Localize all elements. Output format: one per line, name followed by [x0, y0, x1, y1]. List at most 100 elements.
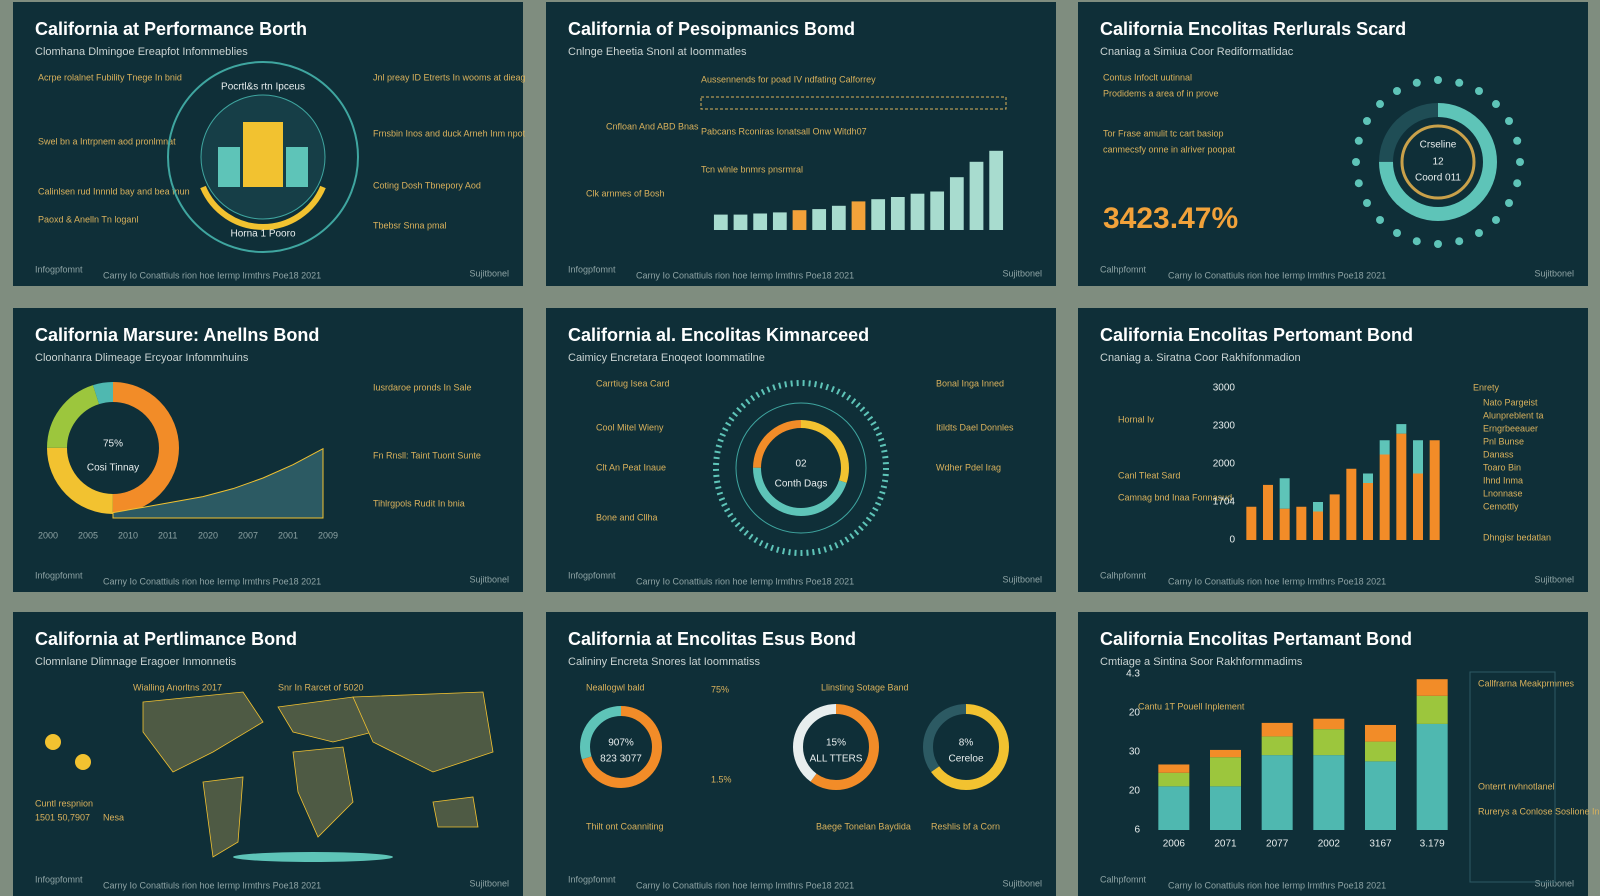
- note: Llinsting Sotage Band: [821, 682, 909, 692]
- note: Bone and Cllha: [596, 512, 658, 522]
- bar-segment: [1279, 478, 1290, 509]
- donut-segment: [753, 420, 849, 516]
- mid-ring: [735, 402, 867, 534]
- note: Lnonnase: [1483, 488, 1523, 498]
- x-label: 2020: [198, 530, 218, 540]
- x-label: 2007: [238, 530, 258, 540]
- panel-title: California at Performance Borth: [35, 19, 307, 39]
- center-value: 02: [795, 459, 807, 470]
- footer-right: Sujitbonel: [1002, 878, 1042, 888]
- center-sub: Coord 011: [1415, 173, 1461, 184]
- arc: [200, 185, 326, 230]
- panel-title: California Encolitas Pertomant Bond: [1100, 325, 1413, 345]
- donut-label: 907%: [608, 738, 634, 749]
- dot: [1516, 158, 1524, 166]
- bar-segment: [1158, 772, 1190, 787]
- note: Erngrbeeauer: [1483, 423, 1538, 433]
- note: 1501 50,7907: [35, 812, 90, 822]
- bar: [969, 161, 984, 230]
- donut-segment: [793, 704, 879, 790]
- note: Rurerys a Conlose Soslione Inpgnts: [1478, 806, 1600, 816]
- footer-left: Calhpfomnt: [1100, 570, 1147, 580]
- bar-segment: [1210, 757, 1241, 787]
- footer-left: Infogpfomnt: [568, 264, 616, 274]
- panel-title: California at Pertlimance Bond: [35, 629, 297, 649]
- footer-center: Carny Io Conattiuls rion hoe Iermp lrmth…: [636, 576, 854, 586]
- panel-subtitle: Clomhana Dlmingoe Ereapfot Infommeblies: [35, 46, 248, 58]
- x-label: 2011: [158, 530, 177, 540]
- footer-left: Infogpfomnt: [568, 570, 616, 580]
- note: Reshlis bf a Corn: [931, 821, 1000, 831]
- footer-right: Sujitbonel: [1534, 878, 1574, 888]
- dot: [1393, 229, 1401, 238]
- bar-segment: [1329, 494, 1340, 540]
- bar: [831, 205, 846, 230]
- center-value: 75%: [103, 439, 123, 450]
- donut-segment: [753, 420, 849, 516]
- panel-background: [546, 308, 1056, 592]
- bar-segment: [1313, 755, 1345, 830]
- center-sub: Conth Dags: [775, 479, 828, 490]
- ring-inner: [1400, 124, 1476, 200]
- note: Cantu 1T Pouell Inplement: [1138, 701, 1245, 711]
- panel-background: [1078, 308, 1588, 592]
- continent: [292, 746, 354, 838]
- dot: [1354, 179, 1363, 188]
- y-label: 3000: [1213, 383, 1236, 394]
- continent: [352, 691, 494, 773]
- footer-left: Infogpfomnt: [35, 874, 83, 884]
- x-label: 2002: [1318, 839, 1341, 850]
- bar: [753, 213, 768, 230]
- bar-segment: [1261, 736, 1293, 756]
- footer-right: Sujitbonel: [1002, 268, 1042, 278]
- note: Swel bn a Intrpnem aod pronlmnat: [38, 136, 176, 146]
- dot: [1475, 86, 1483, 95]
- ring-text: Horna 1 Pooro: [230, 229, 295, 240]
- building: [286, 147, 308, 187]
- dot: [1434, 240, 1442, 248]
- note: Canl Tleat Sard: [1118, 470, 1180, 480]
- note: Tcn wlnle bnmrs pnsrmral: [701, 164, 803, 174]
- note: Tihlrgpols Rudit In bnia: [373, 498, 465, 508]
- bar-segment: [1313, 718, 1345, 730]
- note: Tor Frase amulit tc cart basiop: [1103, 128, 1224, 138]
- x-label: 2009: [318, 530, 338, 540]
- bar-segment: [1379, 440, 1390, 455]
- building: [243, 122, 283, 187]
- bar-segment: [1396, 433, 1407, 540]
- dot: [1455, 237, 1464, 246]
- note: Ihnd Inma: [1483, 475, 1523, 485]
- panel-subtitle: Cloonhanra Dlimeage Ercyoar Infommhuins: [35, 352, 249, 364]
- bar: [871, 199, 886, 230]
- note: Alunpreblent ta: [1483, 410, 1544, 420]
- bar-segment: [1296, 506, 1307, 540]
- note: Itildts Dael Donnles: [936, 422, 1014, 432]
- building: [218, 147, 240, 187]
- panel-subtitle: Cnaniag a. Siratna Coor Rakhifonmadion: [1100, 352, 1301, 364]
- dot: [1455, 78, 1464, 87]
- note: Calinlsen rud Innnld bay and bea fnun: [38, 186, 190, 196]
- ring: [167, 61, 359, 253]
- continent: [142, 691, 264, 773]
- bar: [930, 191, 945, 230]
- dot: [1491, 100, 1500, 109]
- center-value: 12: [1432, 157, 1444, 168]
- bar: [851, 201, 866, 230]
- bar-segment: [1263, 484, 1273, 540]
- bar: [989, 150, 1004, 230]
- panel: California Marsure: Anellns Bond Cloonhan…: [13, 308, 523, 592]
- note: Cuntl respnion: [35, 798, 93, 808]
- note: Tbebsr Snna pmal: [373, 220, 447, 230]
- bar-segment: [1158, 764, 1190, 773]
- note: Enrety: [1473, 382, 1500, 392]
- note: Acrpe rolalnet Fubility Tnege In bnid: [38, 72, 182, 82]
- donut-sub: 823 3077: [600, 754, 642, 765]
- footer-left: Infogpfomnt: [568, 874, 616, 884]
- note: Pnl Bunse: [1483, 436, 1524, 446]
- note: Bonal Inga Inned: [936, 378, 1004, 388]
- dot: [1354, 136, 1363, 145]
- note: 75%: [711, 684, 729, 694]
- note: Toaro Bin: [1483, 462, 1521, 472]
- dot: [1505, 199, 1514, 207]
